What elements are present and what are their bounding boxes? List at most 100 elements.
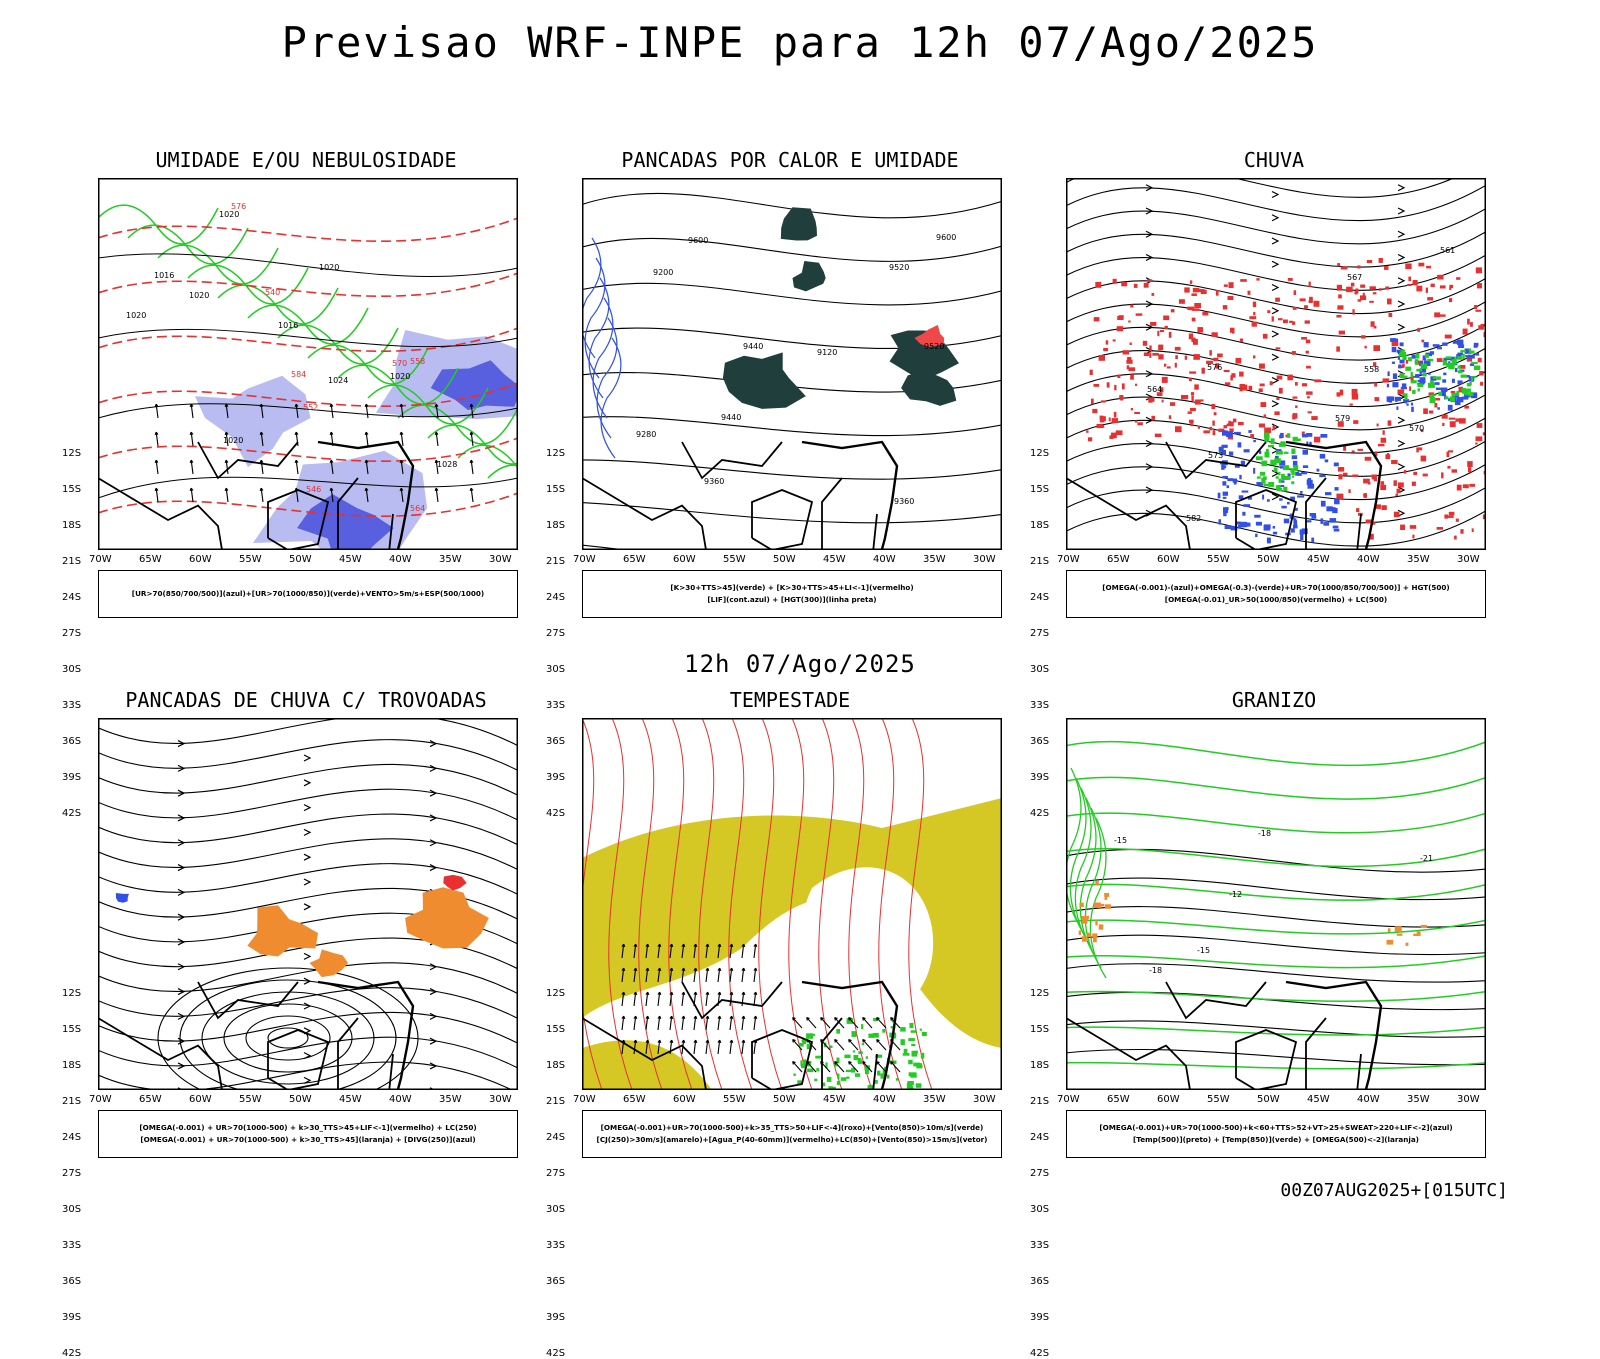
panel-title: TEMPESTADE <box>540 688 1040 712</box>
omega-green-cell <box>1461 375 1468 378</box>
rain-red-cell <box>1169 415 1171 419</box>
omega-blue-cell <box>1412 355 1416 359</box>
rain-red-cell <box>1423 408 1428 414</box>
omega-blue-cell <box>1241 522 1248 527</box>
rain-red-cell <box>1383 430 1385 435</box>
rain-red-cell <box>1117 326 1124 331</box>
storm-orange-area <box>247 905 318 956</box>
rain-red-cell <box>1288 278 1293 281</box>
lat-tick-label: 21S <box>1030 556 1049 567</box>
rain-red-cell <box>1474 305 1477 309</box>
wind-green-cell <box>855 1073 860 1077</box>
contour-label: 1020 <box>223 436 243 445</box>
wind-green-cell <box>858 1051 862 1054</box>
panel-title: GRANIZO <box>1024 688 1524 712</box>
omega-green-cell <box>1256 456 1263 460</box>
rain-red-cell <box>1088 437 1092 441</box>
rain-red-cell <box>1363 479 1370 484</box>
rain-red-cell <box>1314 301 1320 307</box>
lat-tick-label: 15S <box>546 484 565 495</box>
streamline-arrow <box>1272 354 1278 360</box>
omega-blue-cell <box>1307 480 1312 485</box>
rain-red-cell <box>1202 312 1208 316</box>
streamline-loop <box>224 1004 352 1072</box>
omega-green-cell <box>1404 376 1408 378</box>
wind-green-cell <box>920 1029 922 1031</box>
omega-green-cell <box>1433 376 1437 379</box>
omega-green-cell <box>1423 373 1427 377</box>
omega-green-cell <box>1471 376 1473 382</box>
rain-red-cell <box>1375 397 1380 401</box>
omega-green-cell <box>1263 476 1267 480</box>
wind-green-cell <box>912 1051 918 1057</box>
omega-blue-cell <box>1311 538 1314 543</box>
panel-legend: [K>30+TTS>45](verde) + [K>30+TTS>45+LI<-… <box>582 570 1002 618</box>
rain-red-cell <box>1378 444 1385 446</box>
rain-red-cell <box>1127 365 1130 369</box>
contour-label: 9600 <box>936 233 956 242</box>
rain-red-cell <box>1287 375 1293 381</box>
rain-red-cell <box>1306 351 1309 354</box>
omega-blue-cell <box>1302 434 1308 437</box>
lon-tick-label: 45W <box>339 1094 362 1105</box>
lon-tick-label: 35W <box>1407 554 1430 565</box>
streamline <box>1066 226 1486 267</box>
wind-green-cell <box>909 1072 916 1076</box>
streamline <box>1066 272 1486 313</box>
panel-title: UMIDADE E/OU NEBULOSIDADE <box>56 148 556 172</box>
convection-area <box>781 207 817 240</box>
legend-line: [OMEGA(-0.001)-(azul)+OMEGA(-0.3)-(verde… <box>1102 582 1449 594</box>
rain-red-cell <box>1377 424 1379 427</box>
rain-red-cell <box>1191 338 1195 342</box>
omega-blue-cell <box>1400 360 1405 364</box>
rain-red-cell <box>1405 264 1411 270</box>
contour-label: 576 <box>231 202 246 211</box>
lif-blue-contour <box>597 318 617 438</box>
rain-red-cell <box>1181 395 1185 399</box>
omega-blue-cell <box>1453 341 1458 344</box>
rain-red-cell <box>1162 377 1168 383</box>
omega-blue-cell <box>1273 532 1277 535</box>
omega-orange-cell <box>1105 904 1111 909</box>
lat-tick-label: 30S <box>546 664 565 675</box>
lat-tick-label: 24S <box>546 1132 565 1143</box>
lon-tick-label: 50W <box>1257 1094 1280 1105</box>
rain-red-cell <box>1209 350 1212 355</box>
rain-red-cell <box>1436 398 1441 401</box>
rain-red-cell <box>1366 520 1372 524</box>
lat-tick-label: 30S <box>62 1204 81 1215</box>
rain-red-cell <box>1356 508 1359 512</box>
rain-red-cell <box>1278 318 1283 320</box>
omega-orange-cell <box>1084 916 1089 919</box>
humidity-light-blue <box>195 376 311 467</box>
rain-red-cell <box>1357 265 1360 268</box>
rain-red-cell <box>1337 392 1341 396</box>
omega-blue-cell <box>1387 396 1392 402</box>
omega-blue-cell <box>1293 518 1296 523</box>
rain-red-cell <box>1427 297 1433 300</box>
state-border <box>1166 442 1266 478</box>
wind-green-cell <box>816 1068 819 1071</box>
panel-legend: [OMEGA(-0.001)-(azul)+OMEGA(-0.3)-(verde… <box>1066 570 1486 618</box>
wind-green-cell <box>908 1038 915 1041</box>
omega-green-cell <box>1451 393 1456 396</box>
omega-green-cell <box>1415 361 1417 364</box>
lif-blue-contour <box>601 338 621 458</box>
rain-red-cell <box>1457 485 1462 491</box>
rain-red-cell <box>1338 474 1342 479</box>
omega-blue-cell <box>1242 512 1245 516</box>
omega-green-cell <box>1276 485 1281 490</box>
omega-green-cell <box>1417 384 1423 388</box>
temp500-contour <box>1066 1049 1486 1064</box>
lat-tick-label: 39S <box>546 1312 565 1323</box>
lat-tick-label: 36S <box>546 1276 565 1287</box>
lon-tick-label: 45W <box>823 554 846 565</box>
map-area <box>98 718 518 1090</box>
wind-green-cell <box>911 1030 917 1033</box>
omega-green-cell <box>1284 452 1289 454</box>
temp850-contour <box>1070 778 1086 938</box>
omega-green-cell <box>1418 388 1420 391</box>
rain-red-cell <box>1429 411 1433 414</box>
lon-tick-label: 40W <box>389 554 412 565</box>
omega-blue-cell <box>1400 342 1404 346</box>
